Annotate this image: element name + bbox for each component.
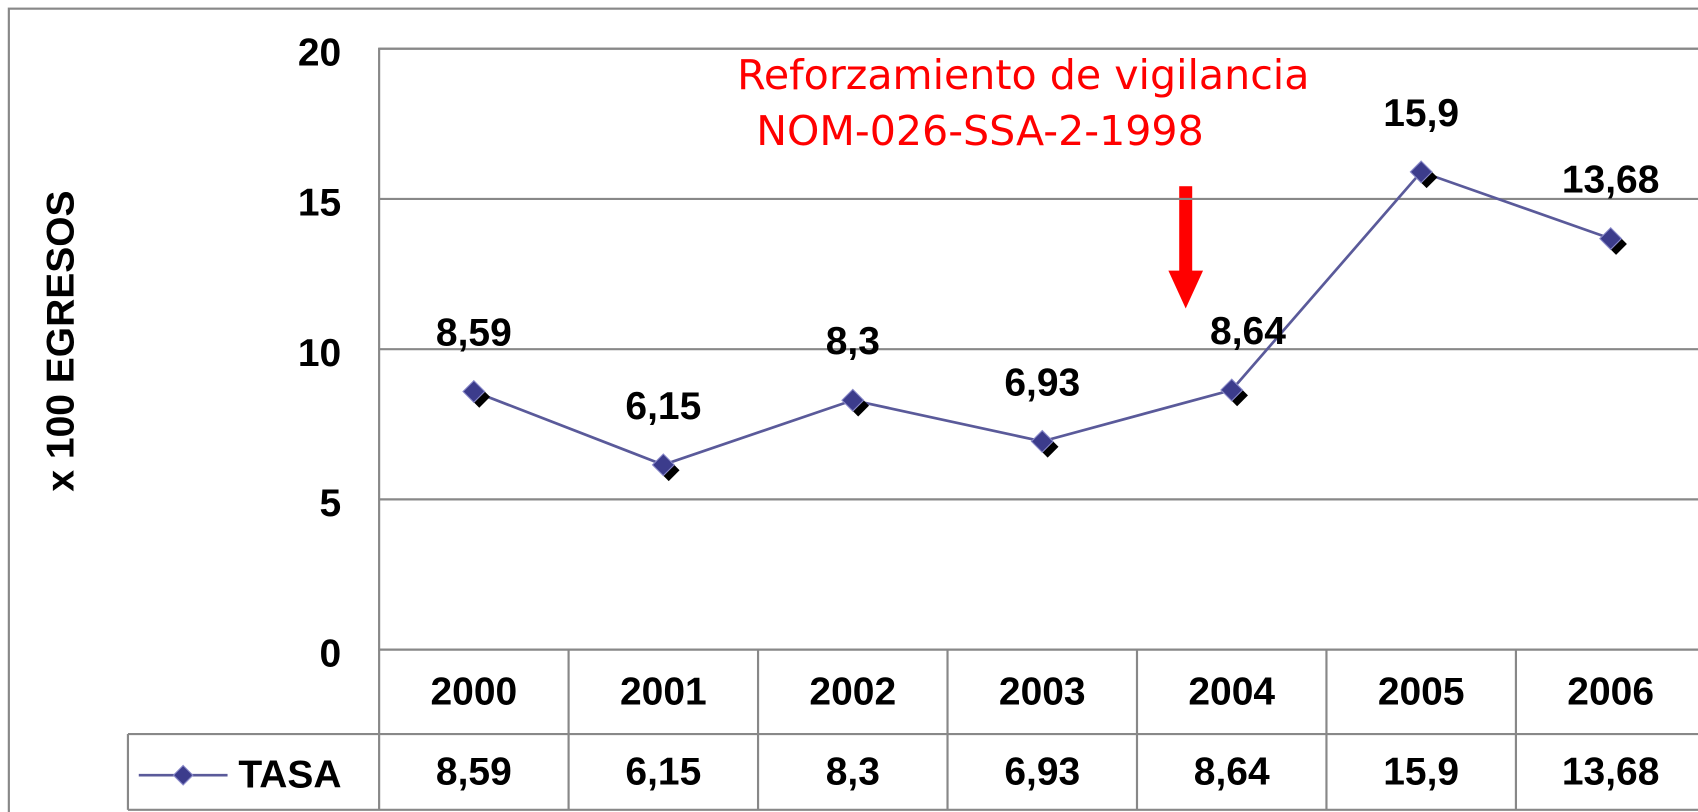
annotation-arrow <box>1168 186 1204 309</box>
annotation: NOM-026-SSA-2-1998 <box>756 107 1204 155</box>
x-tick-label: 2004 <box>1188 670 1275 713</box>
x-tick-label: 2005 <box>1378 670 1465 713</box>
data-label: 8,3 <box>826 320 880 363</box>
data-label: 6,15 <box>625 385 701 428</box>
table-value: 8,64 <box>1194 750 1270 793</box>
legend-marker <box>172 764 194 786</box>
x-tick-label: 2001 <box>620 670 707 713</box>
data-label: 8,59 <box>436 312 512 355</box>
y-tick-label: 20 <box>298 32 341 75</box>
marker <box>651 453 675 477</box>
y-tick-label: 0 <box>320 632 342 675</box>
data-label: 13,68 <box>1562 159 1660 202</box>
data-label: 6,93 <box>1004 361 1080 404</box>
marker <box>841 388 865 412</box>
data-label: 15,9 <box>1383 92 1459 135</box>
table-value: 8,3 <box>826 750 880 793</box>
marker <box>1220 378 1244 402</box>
y-tick-label: 10 <box>298 332 341 375</box>
table-value: 13,68 <box>1562 750 1660 793</box>
x-tick-label: 2006 <box>1567 670 1654 713</box>
y-tick-label: 5 <box>320 482 342 525</box>
y-axis-label: x 100 EGRESOS <box>39 191 82 492</box>
marker <box>462 379 486 404</box>
legend-label: TASA <box>238 754 341 797</box>
x-tick-label: 2000 <box>431 670 518 713</box>
marker <box>1409 160 1433 184</box>
marker <box>1599 227 1623 251</box>
table-value: 6,15 <box>625 750 701 793</box>
x-tick-label: 2003 <box>999 670 1086 713</box>
data-label: 8,64 <box>1210 310 1286 353</box>
table-value: 8,59 <box>436 750 512 793</box>
marker <box>1030 429 1054 453</box>
table-value: 15,9 <box>1383 750 1459 793</box>
frame <box>7 7 1698 812</box>
y-tick-label: 15 <box>298 182 341 225</box>
annotation: Reforzamiento de vigilancia <box>737 51 1309 99</box>
x-tick-label: 2002 <box>809 670 896 713</box>
table-value: 6,93 <box>1004 750 1080 793</box>
